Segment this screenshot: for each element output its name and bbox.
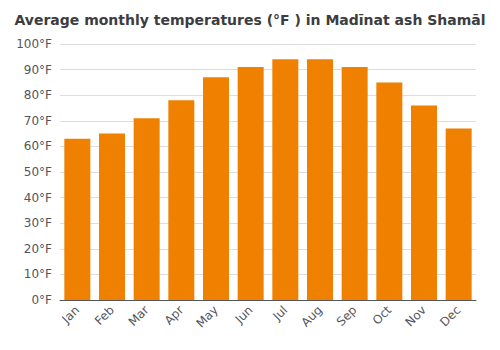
svg-text:Average monthly temperatures (: Average monthly temperatures (°F ) in Ma… [14,12,485,28]
svg-text:30°F: 30°F [24,216,52,230]
svg-text:70°F: 70°F [24,114,52,128]
svg-text:10°F: 10°F [24,267,52,281]
svg-text:60°F: 60°F [24,139,52,153]
svg-text:Mar: Mar [126,303,152,329]
svg-text:Oct: Oct [370,303,395,328]
svg-text:50°F: 50°F [24,165,52,179]
svg-text:0°F: 0°F [31,293,52,307]
svg-text:Feb: Feb [92,303,117,328]
svg-text:20°F: 20°F [24,242,52,256]
svg-text:Jun: Jun [232,303,256,327]
svg-text:May: May [194,303,221,330]
svg-text:Nov: Nov [403,303,429,329]
svg-text:Aug: Aug [298,303,324,329]
svg-text:90°F: 90°F [24,63,52,77]
svg-text:Dec: Dec [437,303,463,329]
svg-text:Jul: Jul [269,303,290,324]
svg-text:Jan: Jan [59,303,83,327]
svg-text:100°F: 100°F [16,37,52,51]
svg-text:40°F: 40°F [24,191,52,205]
svg-text:Sep: Sep [334,303,360,329]
svg-text:80°F: 80°F [24,88,52,102]
svg-text:Apr: Apr [162,303,187,328]
